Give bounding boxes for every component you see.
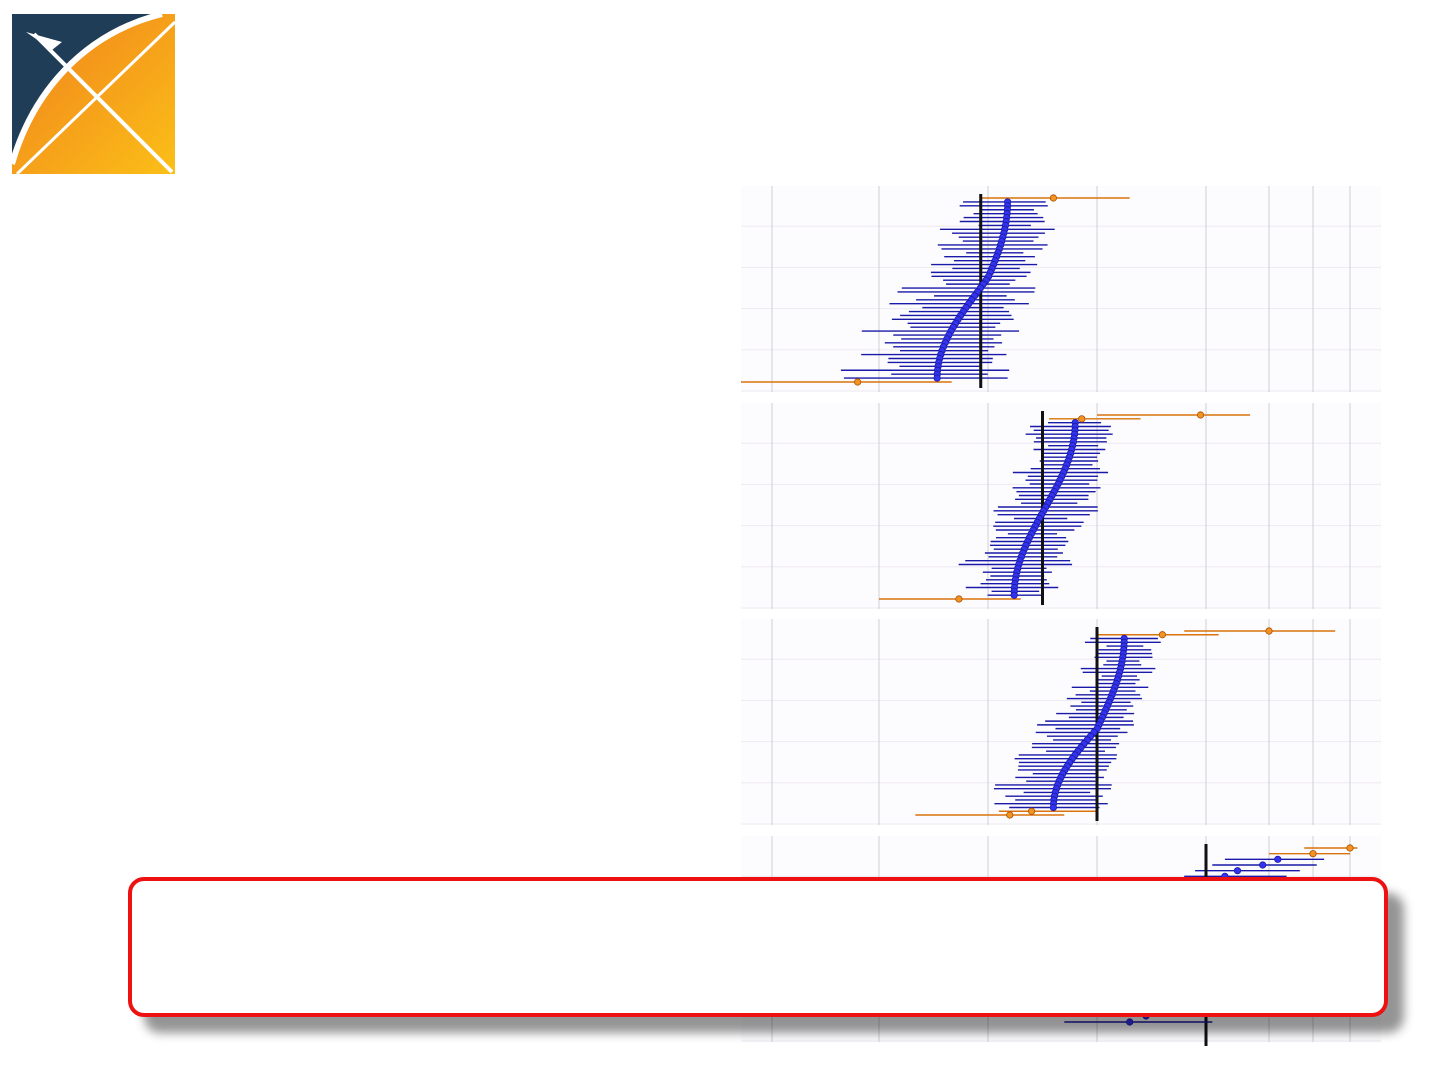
panel-background xyxy=(741,186,1381,392)
estimate-point xyxy=(1049,803,1057,812)
outlier-estimate-point xyxy=(1006,811,1014,819)
outlier-estimate-point xyxy=(1265,627,1273,635)
forest-panel-2 xyxy=(741,403,1381,609)
outlier-estimate-point xyxy=(854,378,862,386)
panel-background xyxy=(741,619,1381,825)
outlier-estimate-point xyxy=(1196,411,1205,419)
outlier-estimate-point xyxy=(1027,807,1036,815)
estimate-point xyxy=(933,374,941,382)
outlier-estimate-point xyxy=(1346,844,1354,852)
estimate-point xyxy=(1274,855,1282,863)
estimate-point xyxy=(1233,867,1242,875)
callout-box xyxy=(128,877,1388,1017)
estimate-point xyxy=(1126,1018,1134,1026)
outlier-estimate-point xyxy=(1078,415,1086,423)
outlier-estimate-point xyxy=(1049,194,1057,202)
outlier-estimate-point xyxy=(955,595,963,603)
cross-arrow-logo xyxy=(12,14,175,174)
estimate-point xyxy=(1259,861,1267,869)
forest-panel-3 xyxy=(741,619,1381,825)
outlier-estimate-point xyxy=(1309,850,1317,858)
estimate-point xyxy=(1010,591,1018,599)
forest-panel-1 xyxy=(741,186,1381,392)
forest-plot-stack xyxy=(741,186,1381,1046)
outlier-estimate-point xyxy=(1158,631,1166,639)
